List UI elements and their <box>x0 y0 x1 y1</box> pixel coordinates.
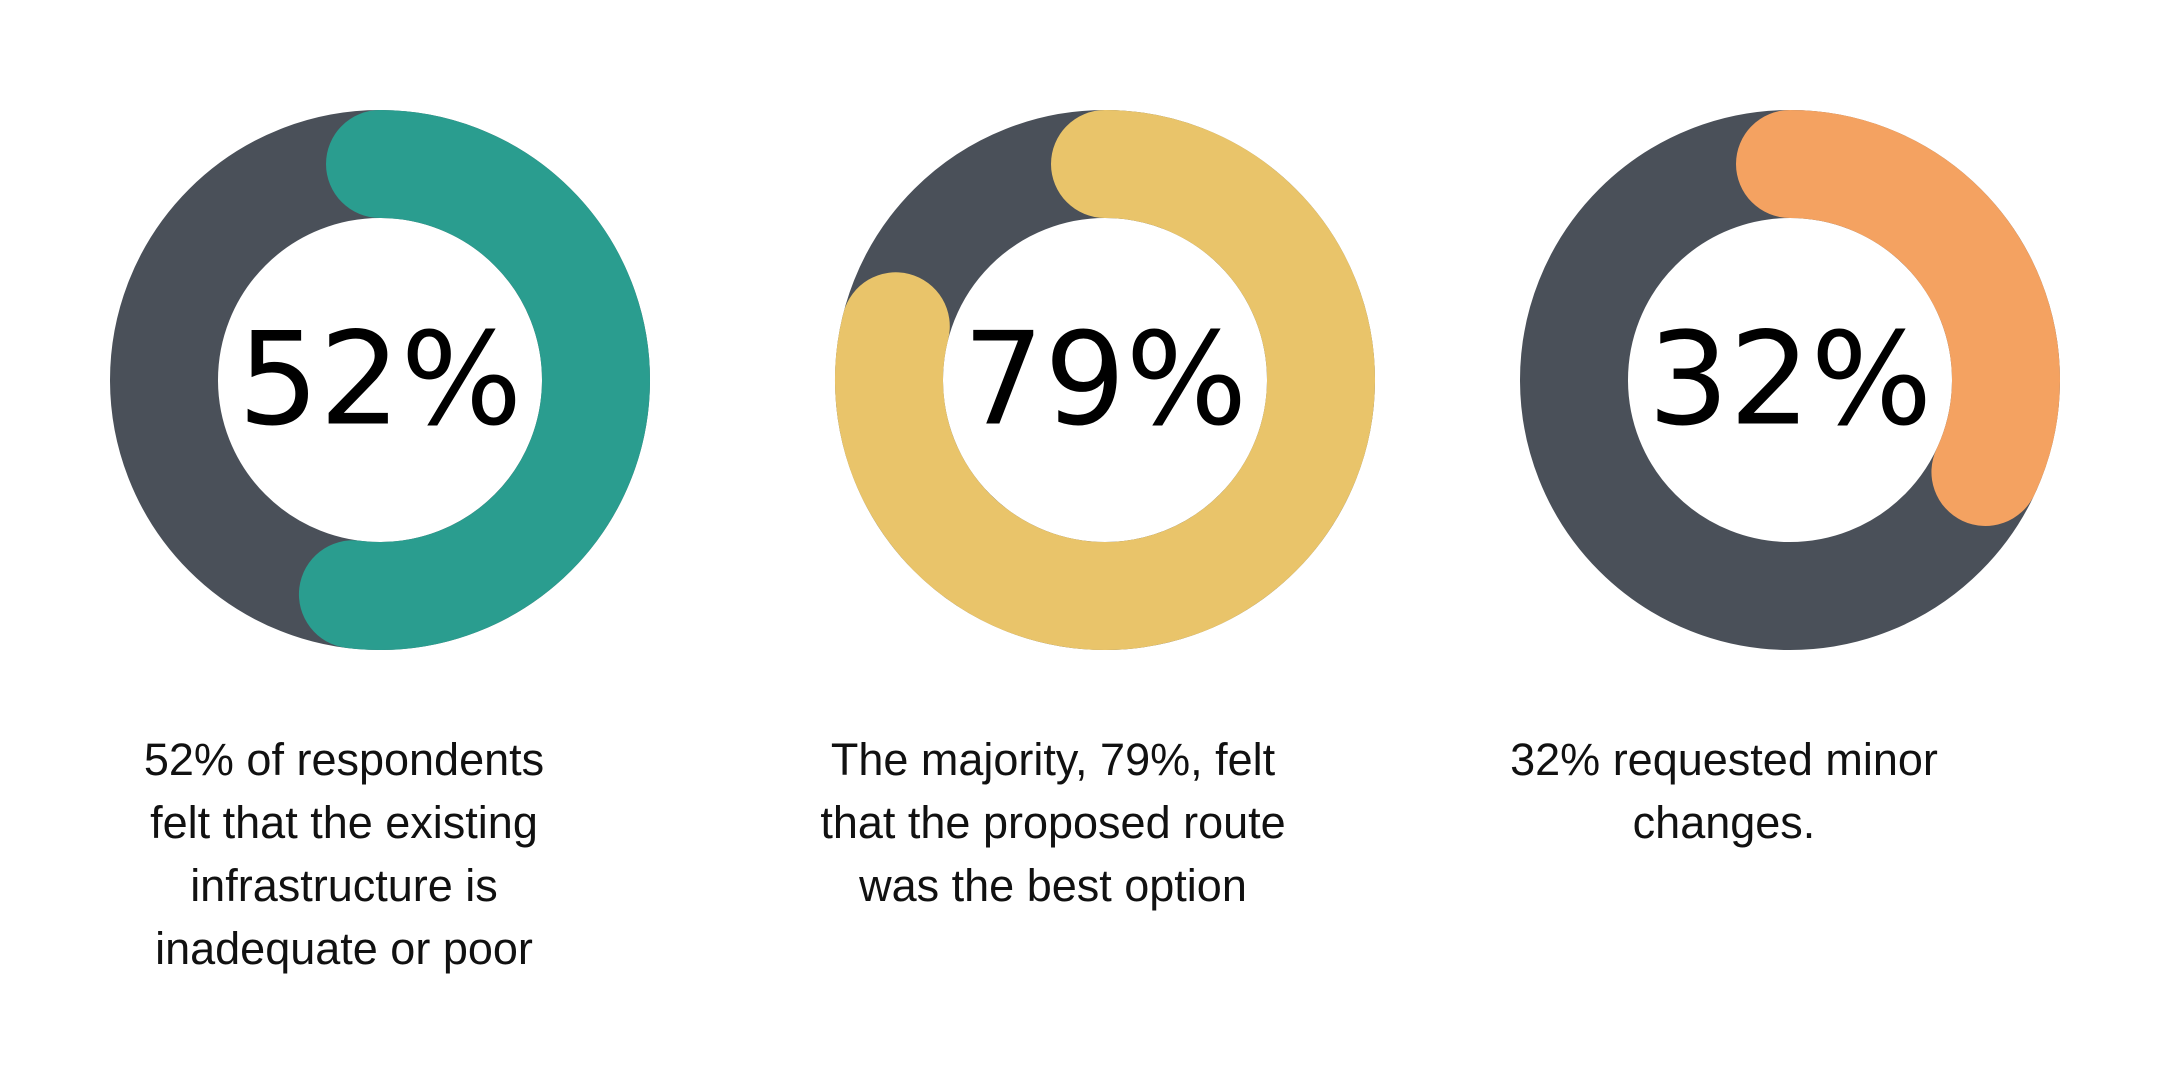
stat-card-minor-changes: 32% 32% requested minor changes. <box>1430 0 2150 1080</box>
donut-chart: 52% <box>110 110 650 650</box>
stat-caption-text: The majority, 79%, felt that the propose… <box>820 734 1286 911</box>
donut-chart: 32% <box>1520 110 2060 650</box>
donut-value-label: 79% <box>963 306 1248 455</box>
donut-arc-value <box>1736 110 2060 526</box>
stat-caption: 32% requested minor changes. <box>1364 728 2084 854</box>
donut-chart: 79% <box>835 110 1375 650</box>
donut-value-label: 32% <box>1648 306 1933 455</box>
stat-card-infrastructure: 52% 52% of respondents felt that the exi… <box>20 0 740 1080</box>
donut-arc-value <box>835 110 1375 650</box>
stat-caption: The majority, 79%, felt that the propose… <box>693 728 1413 917</box>
stat-caption-text: 52% of respondents felt that the existin… <box>143 734 545 974</box>
stat-caption: 52% of respondents felt that the existin… <box>0 728 704 980</box>
stat-caption-text: 32% requested minor changes. <box>1510 734 1938 848</box>
stat-card-proposed-route: 79% The majority, 79%, felt that the pro… <box>745 0 1465 1080</box>
donut-arc-value <box>298 110 650 650</box>
donut-value-label: 52% <box>238 306 523 455</box>
